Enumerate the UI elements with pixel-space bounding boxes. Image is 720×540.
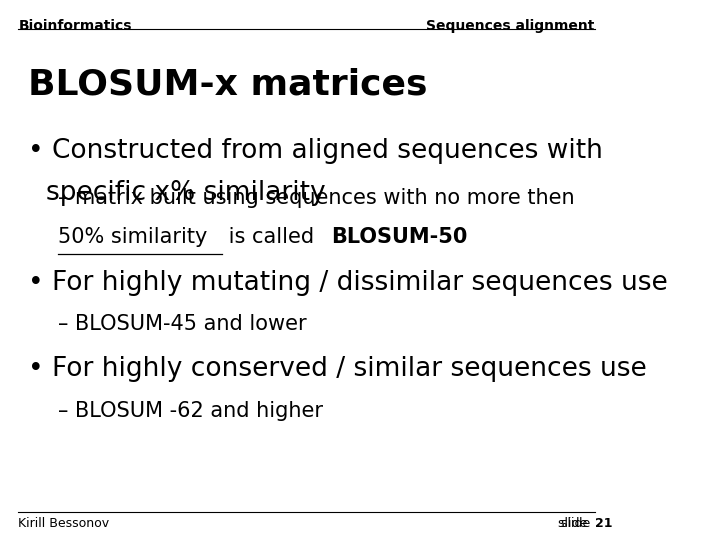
Text: specific x% similarity: specific x% similarity (46, 180, 325, 206)
Text: 50% similarity: 50% similarity (58, 227, 207, 247)
Text: BLOSUM-x matrices: BLOSUM-x matrices (27, 68, 427, 102)
Text: • Constructed from aligned sequences with: • Constructed from aligned sequences wit… (27, 138, 603, 164)
Text: slide: slide (558, 517, 591, 530)
Text: • For highly mutating / dissimilar sequences use: • For highly mutating / dissimilar seque… (27, 270, 667, 296)
Text: slide: slide (0, 539, 1, 540)
Text: Sequences alignment: Sequences alignment (426, 19, 595, 33)
Text: is called: is called (222, 227, 321, 247)
Text: • For highly conserved / similar sequences use: • For highly conserved / similar sequenc… (27, 356, 647, 382)
Text: BLOSUM-50: BLOSUM-50 (331, 227, 467, 247)
Text: – matrix built using sequences with no more then: – matrix built using sequences with no m… (58, 188, 575, 208)
Text: – BLOSUM -62 and higher: – BLOSUM -62 and higher (58, 401, 323, 421)
Text: – BLOSUM-45 and lower: – BLOSUM-45 and lower (58, 314, 307, 334)
Text: Bioinformatics: Bioinformatics (19, 19, 132, 33)
Text: slide: slide (562, 517, 595, 530)
Text: 21: 21 (595, 517, 612, 530)
Text: Kirill Bessonov: Kirill Bessonov (19, 517, 109, 530)
Text: slide 21: slide 21 (0, 539, 1, 540)
